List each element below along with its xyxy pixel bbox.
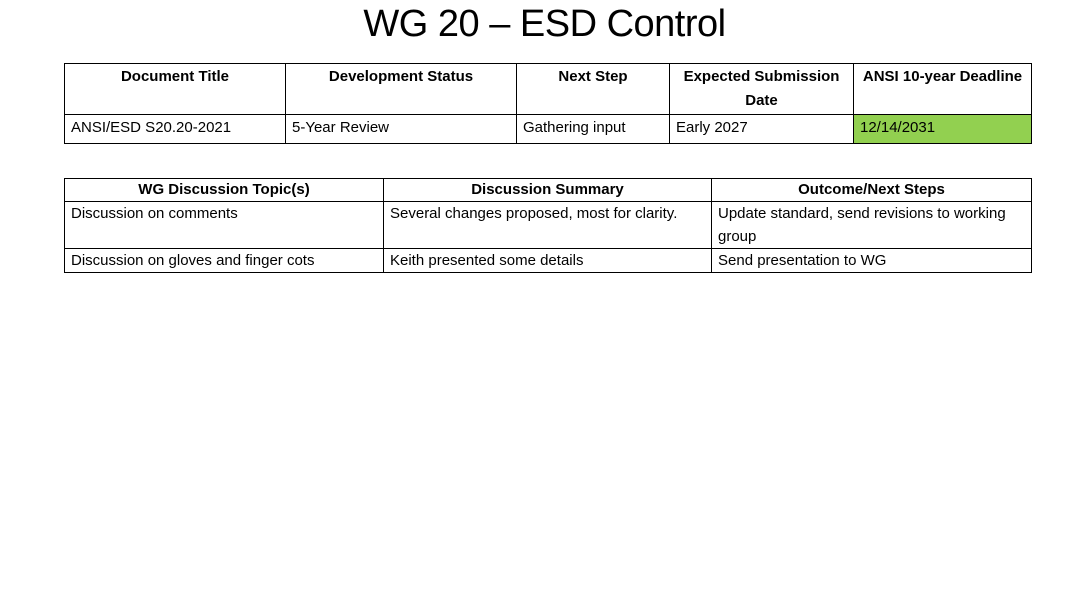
- cell-topic: Discussion on gloves and finger cots: [64, 248, 384, 273]
- header-document-title: Document Title: [64, 63, 286, 115]
- cell-next-step: Gathering input: [516, 114, 670, 144]
- header-expected-submission-date: Expected Submission Date: [669, 63, 854, 115]
- cell-document-title: ANSI/ESD S20.20-2021: [64, 114, 286, 144]
- status-table: Document Title Development Status Next S…: [64, 63, 1032, 144]
- header-discussion-topic: WG Discussion Topic(s): [64, 178, 384, 202]
- cell-topic: Discussion on comments: [64, 201, 384, 249]
- header-development-status: Development Status: [285, 63, 517, 115]
- discussion-table: WG Discussion Topic(s) Discussion Summar…: [64, 178, 1032, 273]
- cell-outcome: Send presentation to WG: [711, 248, 1032, 273]
- cell-summary: Keith presented some details: [383, 248, 712, 273]
- table-header-row: Document Title Development Status Next S…: [64, 63, 1032, 115]
- cell-ansi-deadline: 12/14/2031: [853, 114, 1032, 144]
- table-row: Discussion on gloves and finger cots Kei…: [64, 248, 1032, 273]
- header-next-step: Next Step: [516, 63, 670, 115]
- header-ansi-deadline: ANSI 10-year Deadline: [853, 63, 1032, 115]
- header-outcome-next-steps: Outcome/Next Steps: [711, 178, 1032, 202]
- cell-outcome: Update standard, send revisions to worki…: [711, 201, 1032, 249]
- table-row: Discussion on comments Several changes p…: [64, 201, 1032, 249]
- table-row: ANSI/ESD S20.20-2021 5-Year Review Gathe…: [64, 114, 1032, 144]
- slide-title: WG 20 – ESD Control: [363, 3, 726, 45]
- cell-development-status: 5-Year Review: [285, 114, 517, 144]
- cell-expected-submission-date: Early 2027: [669, 114, 854, 144]
- table-header-row: WG Discussion Topic(s) Discussion Summar…: [64, 178, 1032, 202]
- cell-summary: Several changes proposed, most for clari…: [383, 201, 712, 249]
- header-discussion-summary: Discussion Summary: [383, 178, 712, 202]
